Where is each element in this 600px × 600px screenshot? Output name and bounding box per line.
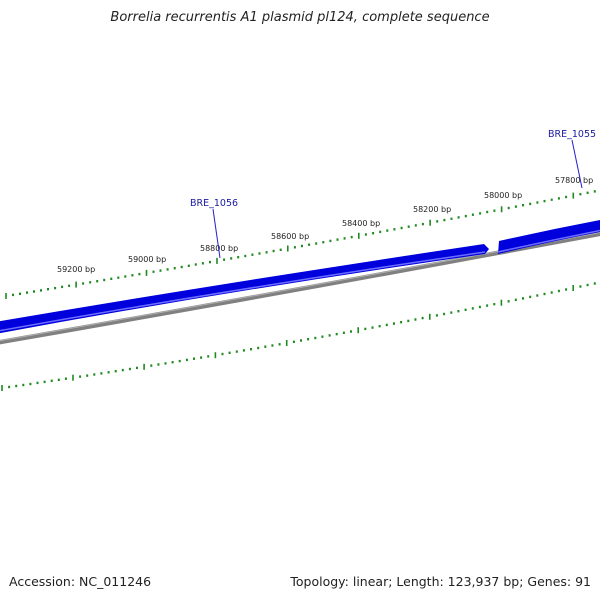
tick-label-58400: 58400 bp: [342, 219, 380, 228]
accession-label: Accession: NC_011246: [9, 574, 152, 589]
gene-arrow-bre-1055[interactable]: [497, 219, 600, 254]
tick-label-58000: 58000 bp: [484, 191, 522, 200]
outer-tick-ring: [5, 190, 596, 299]
gene-label-leader-bre-1055: [571, 139, 583, 189]
tick-label-group: 59200 bp 59000 bp 58800 bp 58600 bp 5840…: [57, 176, 593, 274]
tick-label-57800: 57800 bp: [555, 176, 593, 185]
topology-summary: Topology: linear; Length: 123,937 bp; Ge…: [290, 574, 591, 589]
tick-label-59000: 59000 bp: [128, 255, 166, 264]
plasmid-backbone: [0, 231, 600, 345]
gene-label-bre-1055[interactable]: BRE_1055: [548, 129, 596, 140]
inner-tick-ring: [1, 282, 596, 391]
tick-label-58600: 58600 bp: [271, 232, 309, 241]
figure-title: Borrelia recurrentis A1 plasmid pl124, c…: [110, 10, 490, 25]
gene-label-bre-1056[interactable]: BRE_1056: [190, 198, 238, 209]
tick-label-59200: 59200 bp: [57, 265, 95, 274]
tick-label-58200: 58200 bp: [413, 205, 451, 214]
gene-label-leader-bre-1056: [212, 208, 221, 259]
gene-arrow-bre-1056[interactable]: [0, 244, 489, 334]
